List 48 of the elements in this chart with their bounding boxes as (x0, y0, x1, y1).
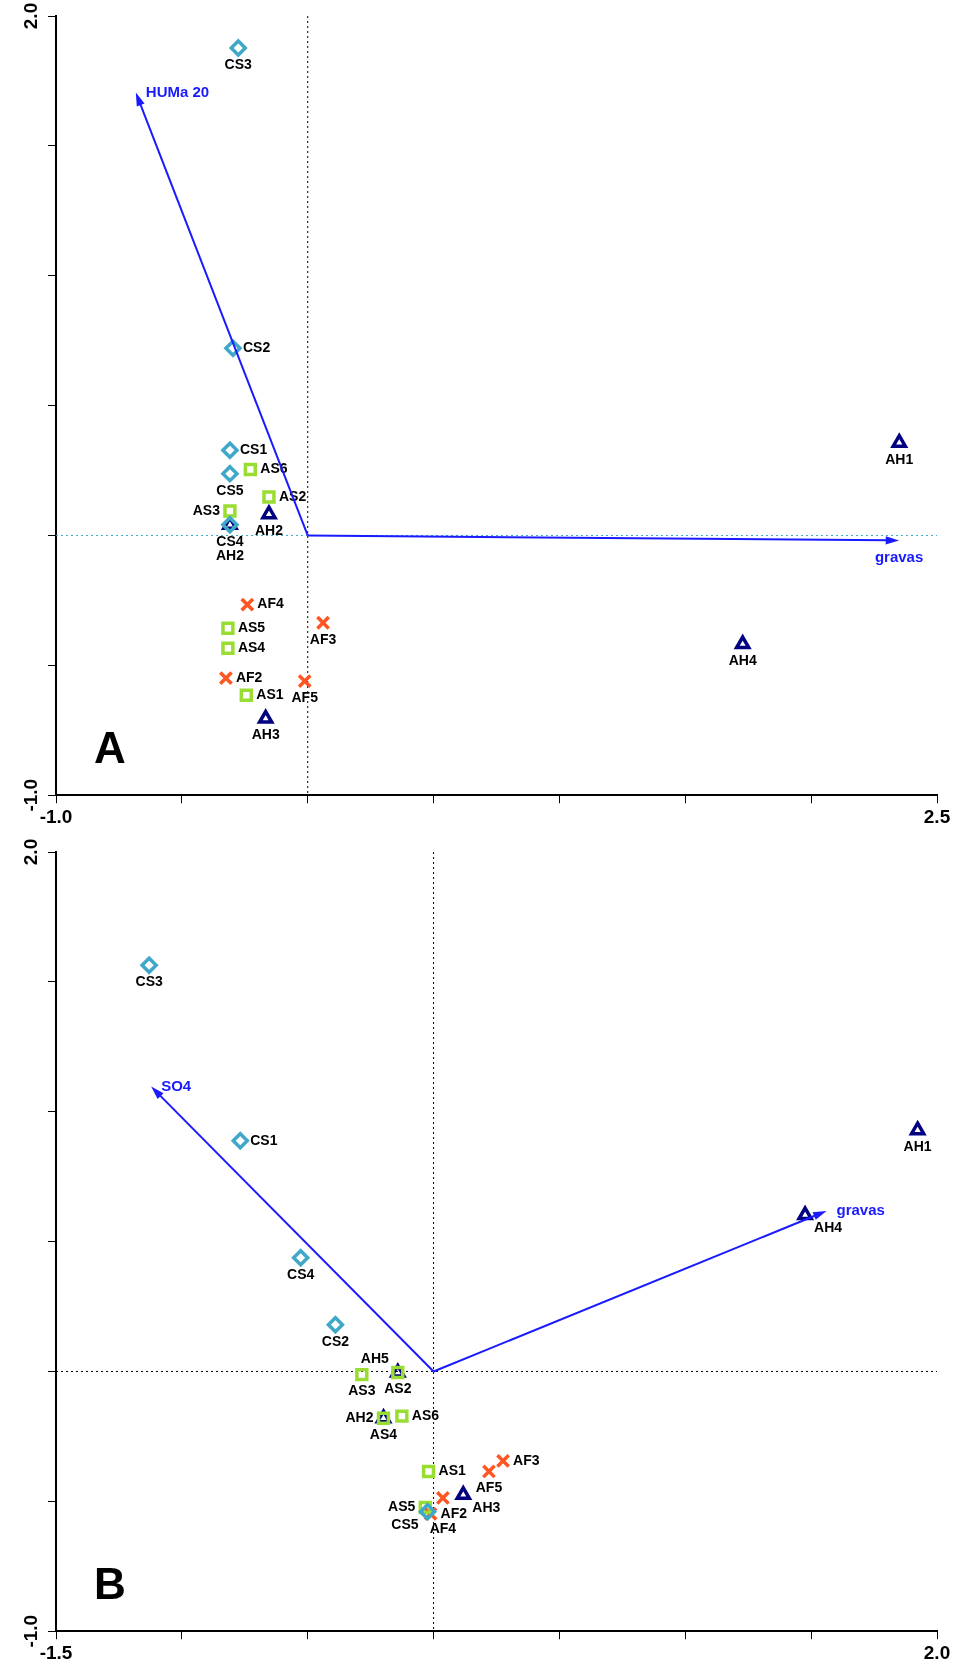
data-label: CS3 (135, 973, 163, 990)
data-label: CS5 (391, 1515, 419, 1532)
annotation: SO4 (161, 1076, 192, 1094)
data-label: AS3 (192, 501, 221, 518)
data-label: CS2 (242, 339, 271, 356)
data-label: CS4 (287, 1265, 315, 1282)
data-label: AH2 (345, 1409, 374, 1426)
data-label: AS5 (237, 619, 266, 636)
y-tick-label: 2.0 (20, 2, 42, 30)
data-label: AH1 (903, 1138, 932, 1155)
data-label: AH1 (885, 450, 914, 467)
data-label: AS2 (384, 1380, 412, 1397)
data-label: AS6 (411, 1407, 440, 1423)
data-label: CS3 (224, 55, 253, 72)
data-label: AS4 (237, 639, 266, 656)
data-label: CS5 (216, 481, 244, 498)
data-label: AH3 (251, 726, 280, 743)
annotation: gravas (836, 1201, 885, 1219)
x-tick-label: -1.5 (39, 1641, 73, 1663)
data-label: AS5 (388, 1498, 416, 1515)
data-label: AH4 (814, 1218, 843, 1235)
data-label: AF4 (257, 595, 284, 612)
data-label: CS1 (250, 1131, 278, 1148)
data-label: CS1 (239, 441, 268, 458)
data-label: AH3 (472, 1498, 501, 1515)
data-label: AH2 (215, 546, 245, 563)
data-label: CS2 (321, 1332, 350, 1349)
annotation: HUMa 20 (145, 82, 210, 100)
data-label: AS3 (348, 1382, 376, 1399)
data-label: AF3 (309, 630, 337, 647)
data-label: AH2 (254, 522, 284, 539)
data-label: AF5 (475, 1479, 503, 1496)
annotation: gravas (874, 548, 924, 566)
data-label: CS4 (216, 532, 244, 549)
data-label: AS4 (369, 1426, 398, 1443)
data-label: AH4 (728, 651, 757, 668)
data-label: AF2 (440, 1504, 468, 1521)
y-tick-label: 2.0 (20, 838, 42, 866)
annotation: B (94, 1559, 126, 1609)
data-label: AS1 (438, 1462, 466, 1479)
data-label: AF4 (429, 1519, 457, 1536)
data-label: AS1 (256, 686, 284, 703)
data-label: AF3 (513, 1451, 540, 1468)
data-label: AH5 (360, 1350, 390, 1367)
annotation: A (94, 723, 126, 773)
x-tick-label: 2.5 (923, 805, 951, 827)
data-label: AF5 (291, 689, 319, 706)
data-label: AF2 (235, 668, 263, 685)
